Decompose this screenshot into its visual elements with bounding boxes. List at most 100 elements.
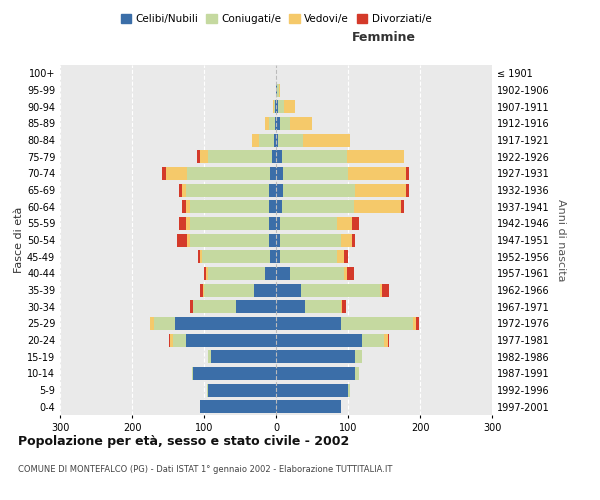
Bar [416, 317, 419, 330]
Bar [348, 167, 406, 180]
Bar [259, 134, 274, 146]
Bar [355, 367, 359, 380]
Bar [204, 284, 254, 296]
Bar [279, 84, 280, 96]
Bar [275, 117, 276, 130]
Bar [265, 117, 269, 130]
Bar [341, 300, 342, 313]
Bar [179, 217, 186, 230]
Bar [337, 217, 352, 230]
Bar [382, 284, 389, 296]
Bar [254, 284, 276, 296]
Bar [362, 334, 384, 346]
Bar [284, 100, 295, 113]
Bar [355, 184, 406, 196]
Bar [276, 317, 341, 330]
Bar [276, 184, 283, 196]
Bar [276, 217, 280, 230]
Bar [162, 167, 166, 180]
Bar [208, 384, 276, 396]
Bar [276, 267, 290, 280]
Bar [278, 100, 284, 113]
Bar [273, 100, 274, 113]
Bar [304, 134, 350, 146]
Bar [200, 150, 208, 163]
Bar [170, 334, 173, 346]
Bar [190, 217, 269, 230]
Bar [176, 234, 187, 246]
Bar [200, 284, 203, 296]
Bar [203, 284, 204, 296]
Bar [280, 217, 337, 230]
Bar [276, 100, 278, 113]
Bar [202, 250, 270, 263]
Bar [270, 167, 276, 180]
Bar [380, 284, 382, 296]
Bar [354, 200, 401, 213]
Bar [275, 100, 276, 113]
Bar [277, 84, 279, 96]
Bar [282, 200, 354, 213]
Bar [352, 234, 355, 246]
Bar [190, 234, 269, 246]
Bar [347, 267, 354, 280]
Bar [192, 367, 193, 380]
Bar [352, 217, 359, 230]
Bar [193, 300, 236, 313]
Bar [280, 250, 337, 263]
Bar [173, 334, 186, 346]
Bar [276, 117, 280, 130]
Bar [182, 184, 186, 196]
Bar [274, 134, 276, 146]
Bar [276, 84, 277, 96]
Bar [282, 150, 347, 163]
Bar [197, 150, 200, 163]
Bar [272, 150, 276, 163]
Bar [204, 267, 206, 280]
Bar [186, 184, 269, 196]
Bar [290, 267, 344, 280]
Bar [150, 317, 154, 330]
Bar [190, 300, 193, 313]
Bar [187, 167, 270, 180]
Bar [211, 350, 276, 363]
Bar [341, 234, 352, 246]
Bar [290, 117, 312, 130]
Bar [182, 200, 186, 213]
Bar [269, 234, 276, 246]
Y-axis label: Anni di nascita: Anni di nascita [556, 198, 566, 281]
Bar [337, 250, 344, 263]
Bar [342, 300, 346, 313]
Bar [208, 267, 265, 280]
Bar [169, 334, 170, 346]
Bar [187, 234, 190, 246]
Bar [276, 250, 280, 263]
Bar [236, 300, 276, 313]
Bar [166, 167, 187, 180]
Bar [274, 100, 275, 113]
Bar [344, 250, 348, 263]
Bar [276, 334, 362, 346]
Bar [252, 134, 259, 146]
Bar [186, 334, 276, 346]
Bar [265, 267, 276, 280]
Bar [186, 217, 190, 230]
Bar [283, 167, 348, 180]
Bar [269, 217, 276, 230]
Bar [208, 150, 272, 163]
Bar [276, 234, 280, 246]
Text: COMUNE DI MONTEFALCO (PG) - Dati ISTAT 1° gennaio 2002 - Elaborazione TUTTITALIA: COMUNE DI MONTEFALCO (PG) - Dati ISTAT 1… [18, 465, 392, 474]
Bar [276, 400, 341, 413]
Bar [283, 184, 355, 196]
Bar [276, 150, 282, 163]
Bar [154, 317, 175, 330]
Bar [348, 384, 350, 396]
Bar [406, 184, 409, 196]
Bar [200, 400, 276, 413]
Bar [305, 300, 341, 313]
Y-axis label: Fasce di età: Fasce di età [14, 207, 24, 273]
Bar [276, 367, 355, 380]
Bar [269, 200, 276, 213]
Bar [280, 117, 290, 130]
Bar [206, 267, 208, 280]
